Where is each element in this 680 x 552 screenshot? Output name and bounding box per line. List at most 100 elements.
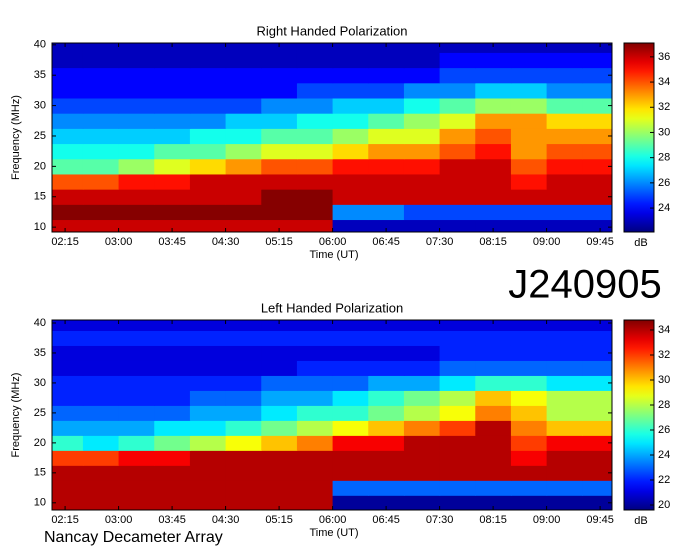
heatmap-cell [296, 480, 334, 496]
heatmap-cell [582, 465, 612, 481]
heatmap-cell [82, 435, 120, 451]
y-tick-label: 40 [34, 39, 46, 51]
heatmap-cell [475, 330, 512, 346]
heatmap-cell [403, 435, 441, 451]
heatmap-cell [296, 128, 334, 145]
heatmap-cell [475, 435, 512, 451]
heatmap-cell [475, 495, 512, 510]
x-tick-label: 09:00 [533, 236, 561, 248]
heatmap-cell [510, 128, 548, 145]
x-tick-label: 05:15 [265, 514, 293, 526]
heatmap-cell [439, 52, 476, 69]
heatmap-cell [154, 390, 191, 406]
heatmap-cell [82, 82, 120, 99]
heatmap-cell [82, 219, 120, 232]
x-tick-label: 09:00 [533, 514, 561, 526]
heatmap-cell [296, 390, 334, 406]
heatmap-cell [332, 465, 369, 481]
heatmap-cell [510, 345, 548, 361]
heatmap-cell [332, 375, 369, 391]
heatmap-cell [546, 360, 583, 376]
x-tick-label: 09:45 [586, 236, 614, 248]
heatmap-cell [475, 450, 512, 466]
heatmap-cell [225, 345, 262, 361]
heatmap-cell [225, 67, 262, 84]
heatmap-cell [189, 320, 227, 331]
heatmap-cell [368, 375, 405, 391]
heatmap-cell [296, 420, 334, 436]
heatmap-cell [582, 113, 612, 129]
heatmap-cell [118, 158, 155, 175]
heatmap-cell [475, 143, 512, 160]
heatmap-cell [118, 204, 155, 221]
heatmap-cell [546, 219, 583, 232]
heatmap-cell [189, 420, 227, 436]
x-tick-label: 03:00 [105, 514, 133, 526]
heatmap-cell [189, 345, 227, 361]
heatmap-cell [403, 189, 441, 205]
colorbar-tick-label: 34 [658, 324, 670, 336]
heatmap-cell [475, 52, 512, 69]
heatmap-cell [118, 450, 155, 466]
heatmap-cell [546, 67, 583, 84]
heatmap-cell [403, 405, 441, 421]
heatmap-cell [582, 128, 612, 145]
heatmap-cell [118, 465, 155, 481]
heatmap-cell [296, 330, 334, 346]
heatmap-cell [475, 345, 512, 361]
heatmap-cell [154, 173, 191, 190]
heatmap-cell [332, 204, 369, 221]
heatmap-cell [546, 143, 583, 160]
heatmap-cell [368, 435, 405, 451]
heatmap-cell [296, 360, 334, 376]
heatmap-cell [368, 219, 405, 232]
heatmap-cell [582, 97, 612, 114]
heatmap-cell [82, 405, 120, 421]
heatmap-cell [546, 128, 583, 145]
heatmap-cell [154, 420, 191, 436]
chart-title: Right Handed Polarization [256, 23, 407, 38]
x-tick-label: 03:45 [158, 514, 186, 526]
heatmap-cell [118, 173, 155, 190]
heatmap-cell [582, 390, 612, 406]
heatmap-cell [261, 97, 298, 114]
heatmap-cell [332, 52, 369, 69]
heatmap-cell [296, 173, 334, 190]
heatmap-cell [546, 465, 583, 481]
heatmap-cell [52, 320, 84, 331]
heatmap-cell [154, 320, 191, 331]
heatmap-cell [52, 450, 84, 466]
heatmap-cell [510, 480, 548, 496]
heatmap-cell [546, 330, 583, 346]
x-axis-label: Time (UT) [309, 249, 358, 261]
heatmap-cell [296, 435, 334, 451]
heatmap-cell [52, 330, 84, 346]
heatmap-cell [261, 420, 298, 436]
heatmap-cell [118, 495, 155, 510]
heatmap-cell [261, 405, 298, 421]
heatmap-cell [296, 113, 334, 129]
colorbar-tick-label: 24 [658, 202, 670, 214]
heatmap-cell [439, 67, 476, 84]
heatmap-cell [52, 495, 84, 510]
heatmap-cell [118, 480, 155, 496]
heatmap-cell [332, 82, 369, 99]
y-tick-label: 30 [34, 100, 46, 112]
heatmap-cell [510, 420, 548, 436]
heatmap-cell [225, 204, 262, 221]
heatmap-cell [225, 52, 262, 69]
heatmap-cell [475, 204, 512, 221]
heatmap-cell [189, 405, 227, 421]
heatmap-cell [261, 375, 298, 391]
heatmap-cell [118, 113, 155, 129]
heatmap-cell [225, 405, 262, 421]
heatmap-cell [189, 67, 227, 84]
heatmap-cell [261, 43, 298, 53]
heatmap-cell [154, 375, 191, 391]
heatmap-cell [118, 375, 155, 391]
heatmap-cell [439, 420, 476, 436]
heatmap-cell [118, 320, 155, 331]
heatmap-cell [475, 465, 512, 481]
heatmap-cell [82, 450, 120, 466]
